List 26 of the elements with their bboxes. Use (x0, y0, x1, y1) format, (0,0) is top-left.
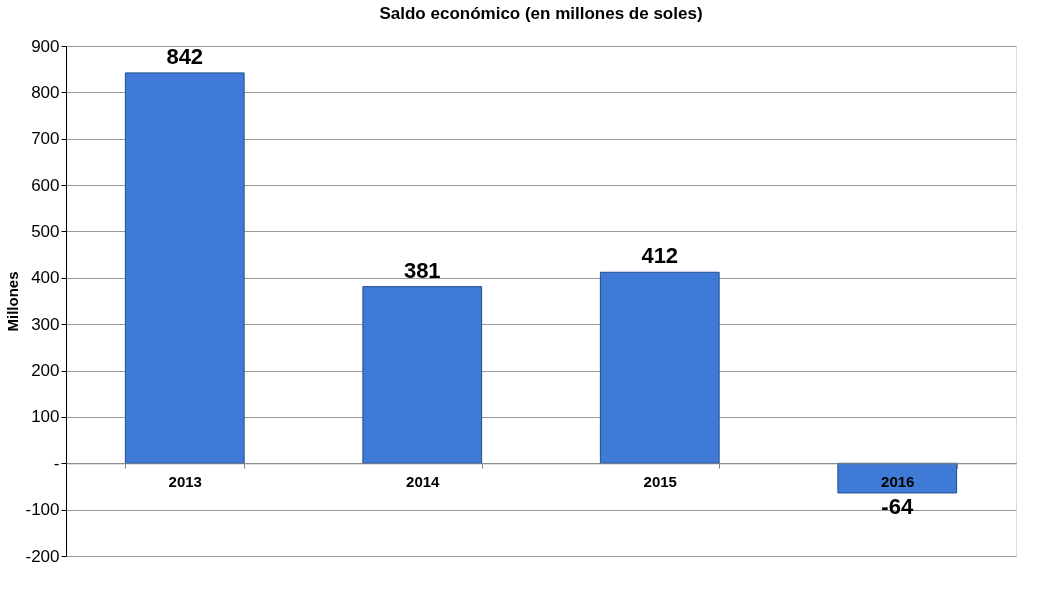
y-tick-label: 700 (31, 129, 60, 149)
data-label: 842 (166, 43, 204, 69)
y-tick-label: 900 (31, 36, 60, 56)
bar (124, 72, 245, 464)
y-axis-title: Millones (4, 271, 22, 332)
x-tick-label: 2016 (881, 472, 915, 490)
x-tick-label: 2015 (643, 472, 677, 490)
y-tick-label: - (53, 453, 60, 473)
y-tick-label: 800 (31, 82, 60, 102)
chart-title: Saldo económico (en millones de soles) (379, 4, 703, 23)
y-tick-label: 400 (31, 268, 60, 288)
x-tick-label: 2013 (168, 472, 202, 490)
y-tick-label: 600 (31, 175, 60, 195)
y-tick-label: 500 (31, 221, 60, 241)
data-label: 412 (641, 243, 679, 269)
bar (837, 462, 958, 494)
bar (362, 286, 483, 464)
y-tick-label: 300 (31, 314, 60, 334)
y-tick-label: 200 (31, 361, 60, 381)
y-tick-label: 100 (31, 407, 60, 427)
y-tick-label: -200 (25, 546, 60, 566)
data-label: -64 (881, 493, 914, 519)
x-tick-label: 2014 (406, 472, 441, 490)
data-label: 381 (403, 257, 441, 283)
bar (599, 271, 720, 464)
y-tick-label: -100 (25, 500, 60, 520)
